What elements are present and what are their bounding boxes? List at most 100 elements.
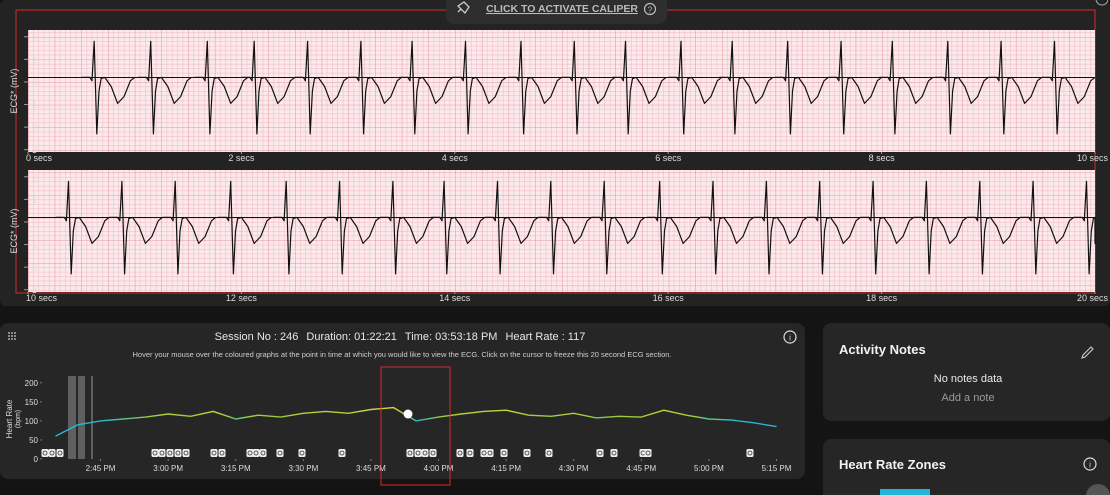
event-marker xyxy=(174,449,182,457)
event-marker-icon xyxy=(260,450,266,456)
close-icon[interactable] xyxy=(1095,0,1109,6)
ecg-beat xyxy=(399,40,454,135)
x-tick-label: 8 secs xyxy=(869,153,896,163)
edit-icon[interactable] xyxy=(1081,346,1094,359)
y-tick-label: 200 xyxy=(25,379,39,388)
event-marker xyxy=(246,449,254,457)
y-tick-label: 2 xyxy=(32,32,37,42)
add-note[interactable]: Add a note xyxy=(941,392,994,404)
event-marker-icon xyxy=(501,450,507,456)
ecg-beat xyxy=(538,180,592,275)
x-tick-label: 18 secs xyxy=(866,293,898,303)
event-marker-icon xyxy=(175,450,181,456)
event-marker xyxy=(276,449,284,457)
ecg-beat xyxy=(913,180,968,275)
x-tick-label: 16 secs xyxy=(653,293,685,303)
x-tick-label: 4:30 PM xyxy=(559,464,589,473)
event-marker-icon xyxy=(407,450,413,456)
ecg-beat xyxy=(194,40,249,135)
event-marker-icon xyxy=(57,450,63,456)
ecg-beat xyxy=(828,40,882,135)
ecg-beat xyxy=(380,180,434,275)
activity-notes-title: Activity Notes xyxy=(839,342,926,357)
y-tick-label: -3 xyxy=(29,145,37,155)
ecg-beat xyxy=(988,40,1043,135)
hr-zones-title: Heart Rate Zones xyxy=(839,457,946,472)
event-marker xyxy=(166,449,174,457)
event-marker xyxy=(56,449,64,457)
ecg-beat xyxy=(137,40,192,135)
ecg-beat xyxy=(1041,40,1096,135)
y-tick-label: 1 xyxy=(32,55,37,65)
y-tick-label: 0 xyxy=(32,217,37,227)
event-marker-icon xyxy=(422,450,428,456)
event-marker xyxy=(610,449,618,457)
ecg-beat xyxy=(81,40,136,135)
caliper-label[interactable]: CLICK TO ACTIVATE CALIPER xyxy=(486,3,638,15)
info-icon[interactable] xyxy=(783,330,797,344)
event-marker xyxy=(523,449,531,457)
info-icon[interactable] xyxy=(1083,457,1097,471)
event-marker xyxy=(406,449,414,457)
event-marker-icon xyxy=(415,450,421,456)
event-marker-icon xyxy=(219,450,225,456)
x-tick-label: 0 secs xyxy=(26,153,53,163)
event-marker xyxy=(545,449,553,457)
scroll-top-button[interactable] xyxy=(1086,484,1110,495)
x-tick-label: 12 secs xyxy=(226,293,258,303)
session-duration: Duration: 01:22:21 xyxy=(306,331,397,343)
event-marker-icon xyxy=(611,450,617,456)
event-marker-icon xyxy=(481,450,487,456)
y-tick-label: -1 xyxy=(29,100,37,110)
y-tick-label: 0 xyxy=(32,77,37,87)
hr-line xyxy=(55,406,777,437)
x-tick-label: 5:15 PM xyxy=(762,464,792,473)
ecg-grid-area xyxy=(28,30,1095,152)
x-tick-label: 3:15 PM xyxy=(221,464,251,473)
drag-handle[interactable] xyxy=(8,332,16,340)
ecg-beat xyxy=(109,180,163,275)
ecg-beat xyxy=(294,40,349,135)
x-tick-label: 4:45 PM xyxy=(626,464,656,473)
ecg-beat xyxy=(879,40,934,135)
event-marker xyxy=(421,449,429,457)
event-marker xyxy=(596,449,604,457)
event-marker-icon xyxy=(546,450,552,456)
caliper-button[interactable]: CLICK TO ACTIVATE CALIPER ? xyxy=(446,0,667,24)
ecg-beat xyxy=(967,180,1021,275)
notes-empty: No notes data xyxy=(934,373,1003,385)
y-tick-label: 0 xyxy=(34,455,39,464)
event-marker-icon xyxy=(211,450,217,456)
ecg-beat xyxy=(1073,180,1096,275)
ecg-beat xyxy=(508,40,562,135)
y-tick-label: 50 xyxy=(29,436,38,445)
ecg-beat xyxy=(561,40,616,135)
x-tick-label: 2 secs xyxy=(228,153,255,163)
hr-panel xyxy=(0,323,805,479)
event-marker xyxy=(158,449,166,457)
svg-text:i: i xyxy=(1089,461,1091,470)
ecg-beat xyxy=(774,40,829,135)
event-marker xyxy=(414,449,422,457)
session-time: Time: 03:53:18 PM xyxy=(405,331,498,343)
event-marker-icon xyxy=(339,450,345,456)
y-tick-label: 1 xyxy=(32,195,37,205)
ecg-beat xyxy=(217,180,272,275)
y-axis-label: ECG* (mV) xyxy=(9,68,19,113)
y-tick-label: -2 xyxy=(29,263,37,273)
event-marker-icon xyxy=(42,450,48,456)
event-marker xyxy=(298,449,306,457)
svg-text:i: i xyxy=(789,334,791,343)
y-axis-label: Heart Rate xyxy=(5,399,14,438)
svg-text:?: ? xyxy=(648,6,653,15)
ecg-beat xyxy=(668,40,722,135)
ecg-beat xyxy=(591,180,646,275)
x-tick-label: 20 secs xyxy=(1077,293,1109,303)
gap-bar xyxy=(68,376,76,459)
y-tick-label: -2 xyxy=(29,123,37,133)
event-marker xyxy=(644,449,652,457)
event-marker xyxy=(746,449,754,457)
x-tick-label: 4 secs xyxy=(442,153,469,163)
